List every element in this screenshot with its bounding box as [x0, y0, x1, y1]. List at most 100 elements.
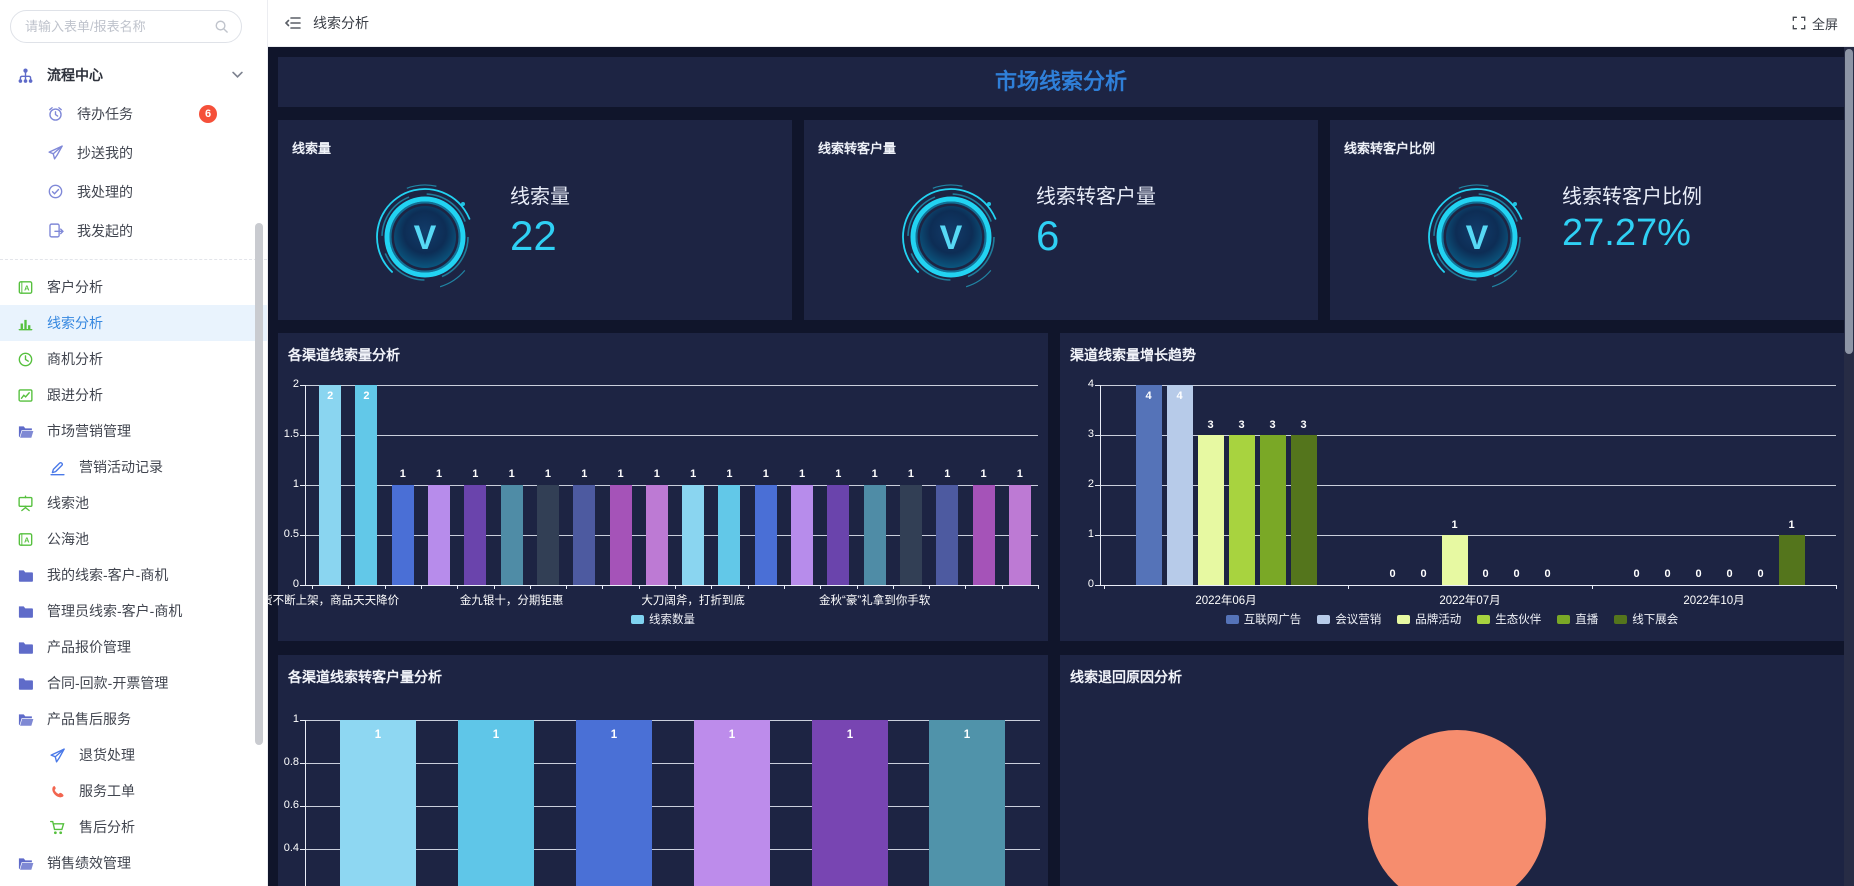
sidebar-item-label: 合同-回款-开票管理 — [47, 675, 169, 691]
dashboard-scrollbar-thumb[interactable] — [1845, 49, 1853, 354]
sidebar-item-admin-lead-customer-opportunity[interactable]: 管理员线索-客户-商机 — [0, 593, 267, 629]
bar — [936, 485, 959, 585]
dashboard-title: 市场线索分析 — [994, 69, 1127, 94]
sidebar-item-public-sea-pool[interactable]: A 公海池 — [0, 521, 267, 557]
axis-line — [300, 485, 305, 486]
axis-line — [784, 585, 785, 589]
search-input[interactable] — [25, 19, 214, 34]
legend-item-生态伙伴[interactable]: 生态伙伴 — [1477, 611, 1541, 627]
dashboard-title-band: 市场线索分析 — [278, 57, 1844, 107]
bar — [718, 485, 741, 585]
sidebar-item-my-lead-customer-opportunity[interactable]: 我的线索-客户-商机 — [0, 557, 267, 593]
contact-card-icon: A — [16, 531, 34, 548]
axis-line — [602, 585, 603, 589]
axis-line — [305, 385, 306, 585]
bar-value-label: 4 — [1176, 390, 1183, 402]
x-axis-label: 2022年06月 — [1195, 595, 1257, 607]
axis-line — [1104, 585, 1105, 589]
folder-open-icon — [16, 423, 34, 440]
bar-会议营销 — [1166, 385, 1193, 585]
sidebar-item-marketing-activity-log[interactable]: 营销活动记录 — [0, 449, 267, 485]
sidebar-item-cc-to-me[interactable]: 抄送我的 — [0, 133, 267, 172]
bar — [972, 485, 995, 585]
sidebar-item-opportunity-analysis[interactable]: 商机分析 — [0, 341, 267, 377]
chevron-down-icon[interactable] — [232, 71, 243, 79]
sidebar-scrollbar-thumb[interactable] — [255, 223, 263, 745]
search-box — [10, 10, 242, 43]
sidebar-item-label: 待办任务 — [77, 105, 133, 122]
fullscreen-button[interactable]: 全屏 — [1792, 14, 1838, 33]
gridline — [1100, 385, 1836, 386]
y-tick-label: 3 — [1087, 428, 1094, 440]
x-axis-label: 金九银十，分期钜惠 — [459, 595, 564, 607]
pen-icon — [48, 459, 66, 476]
fullscreen-icon — [1792, 16, 1806, 30]
axis-line — [820, 585, 821, 589]
sidebar-item-product-quote-mgmt[interactable]: 产品报价管理 — [0, 629, 267, 665]
gridline — [1100, 535, 1836, 536]
gridline — [305, 435, 1038, 436]
bar-value-label: 2 — [363, 390, 370, 402]
menu-fold-icon[interactable] — [284, 15, 302, 31]
sidebar-item-customer-analysis[interactable]: A 客户分析 — [0, 269, 267, 305]
sidebar-item-process-center[interactable]: 流程中心 — [0, 56, 267, 94]
y-tick-label: 1.5 — [283, 428, 299, 440]
bar — [645, 485, 668, 585]
bar-value-label: 1 — [472, 468, 479, 480]
check-circle-icon — [46, 183, 64, 200]
legend-item-品牌活动[interactable]: 品牌活动 — [1397, 611, 1461, 627]
bar-value-label: 1 — [617, 468, 624, 480]
bar-value-label: 1 — [690, 468, 697, 480]
legend-item-会议营销[interactable]: 会议营销 — [1317, 611, 1381, 627]
legend-item-直播[interactable]: 直播 — [1557, 611, 1598, 627]
sidebar-item-contract-payment-invoice-mgmt[interactable]: 合同-回款-开票管理 — [0, 665, 267, 701]
sidebar-item-initiated-by-me[interactable]: 我发起的 — [0, 211, 267, 250]
legend-label: 互联网广告 — [1243, 614, 1302, 626]
legend-item-互联网广告[interactable]: 互联网广告 — [1225, 611, 1302, 627]
sidebar-item-after-sales-service[interactable]: 产品售后服务 — [0, 701, 267, 737]
sidebar-item-return-processing[interactable]: 退货处理 — [0, 737, 267, 773]
sidebar-item-lead-pool[interactable]: 线索池 — [0, 485, 267, 521]
sidebar-item-handled-by-me[interactable]: 我处理的 — [0, 172, 267, 211]
sidebar-item-label: 销售绩效管理 — [47, 855, 131, 871]
kpi-badge-icon: V — [366, 178, 484, 301]
bar-线下展会 — [1290, 435, 1317, 585]
bar — [791, 485, 814, 585]
sidebar-item-after-sales-analysis[interactable]: 售后分析 — [0, 809, 267, 845]
sidebar-item-followup-analysis[interactable]: 跟进分析 — [0, 377, 267, 413]
bar-value-label: 0 — [1420, 568, 1427, 580]
kpi-value: 22 — [510, 212, 557, 259]
trend-icon — [16, 387, 34, 404]
bar-value-label: 1 — [726, 468, 733, 480]
panel-title: 渠道线索量增长趋势 — [1070, 347, 1196, 363]
bar-value-label: 1 — [846, 729, 854, 741]
sidebar-item-todo-tasks[interactable]: 待办任务 6 — [0, 94, 267, 133]
sidebar-item-label: 我的线索-客户-商机 — [47, 567, 169, 583]
bar-value-label: 0 — [1757, 568, 1764, 580]
panel-channel-lead-volume: 各渠道线索量分析 0 0.5 1 1.5 2 2 2 1 1 1 1 1 1 1 1 1 1 1 1 1 1 1 1 1 1 货不… — [268, 333, 1048, 641]
bar — [827, 485, 850, 585]
sidebar-item-label: 服务工单 — [79, 783, 135, 799]
legend-item[interactable]: 线索数量 — [631, 611, 695, 627]
bar-value-label: 1 — [1451, 519, 1458, 531]
bar-value-label: 2 — [327, 390, 334, 402]
sidebar-item-marketing-mgmt[interactable]: 市场营销管理 — [0, 413, 267, 449]
sidebar-item-sales-performance-mgmt[interactable]: 销售绩效管理 — [0, 845, 267, 881]
bar-value-label: 1 — [508, 468, 515, 480]
legend-chip — [1317, 614, 1331, 624]
sidebar-item-label: 市场营销管理 — [47, 423, 131, 439]
bar-value-label: 1 — [871, 468, 878, 480]
page-title: 线索分析 — [313, 15, 369, 31]
legend-item-线下展会[interactable]: 线下展会 — [1614, 611, 1678, 627]
bar-value-label: 1 — [544, 468, 551, 480]
axis-line — [530, 585, 531, 589]
y-tick-label: 1 — [292, 713, 299, 725]
bar-value-label: 1 — [963, 729, 971, 741]
chart-legend: 线索数量 — [278, 611, 1048, 627]
dashboard-scrollbar[interactable] — [1844, 47, 1854, 886]
bar — [355, 385, 378, 585]
sidebar-item-lead-analysis[interactable]: 线索分析 — [0, 305, 267, 341]
sidebar-item-service-ticket[interactable]: 服务工单 — [0, 773, 267, 809]
axis-line — [421, 585, 422, 589]
